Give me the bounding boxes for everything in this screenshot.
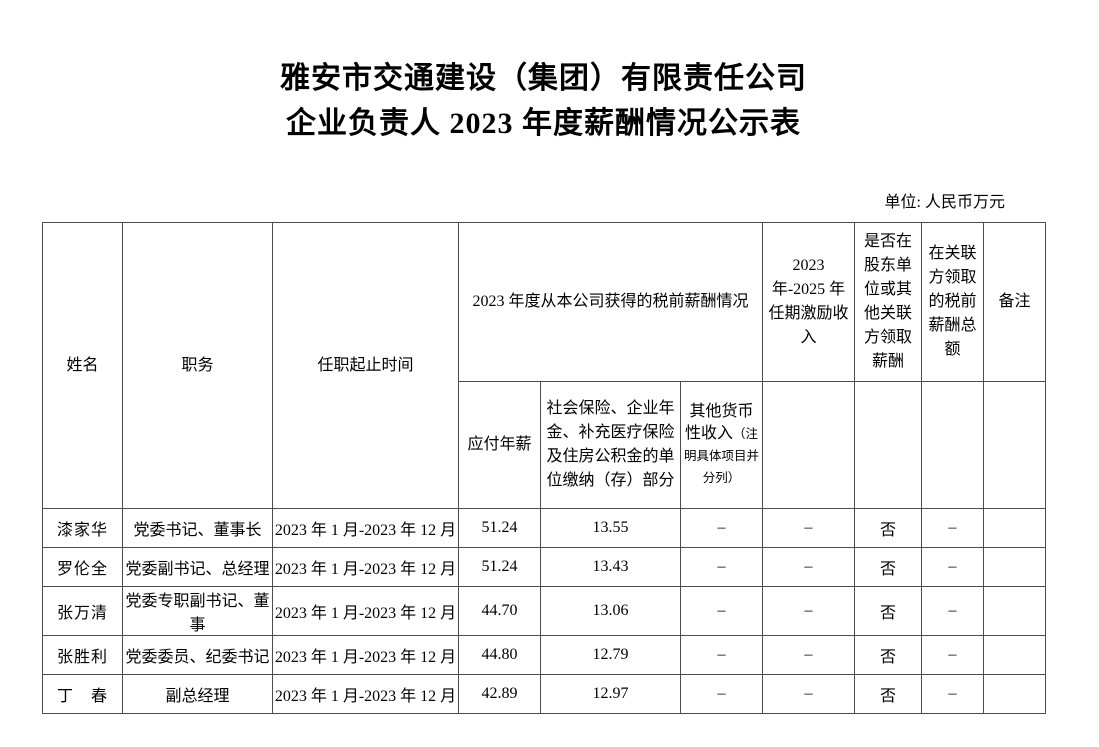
cell-insurance: 13.06	[540, 586, 681, 636]
other-income-note: （注明具体项目并分列）	[683, 427, 759, 485]
cell-remark	[983, 586, 1046, 636]
cell-name: 罗伦全	[42, 547, 123, 587]
col-header-related-flag: 是否在股东单位或其他关联方领取薪酬	[854, 222, 922, 382]
empty-subheader-related-flag	[854, 381, 922, 509]
col-header-name: 姓名	[42, 222, 123, 509]
cell-related-flag: 否	[854, 635, 922, 675]
col-header-salary-group: 2023 年度从本公司获得的税前薪酬情况	[458, 222, 763, 382]
cell-other-income: –	[680, 508, 763, 548]
cell-term: 2023 年 1 月-2023 年 12 月	[272, 508, 459, 548]
cell-related-total: –	[921, 586, 984, 636]
col-header-term: 任职起止时间	[272, 222, 459, 509]
cell-name: 漆家华	[42, 508, 123, 548]
cell-position: 党委委员、纪委书记	[122, 635, 273, 675]
empty-subheader-incentive	[762, 381, 855, 509]
cell-remark	[983, 547, 1046, 587]
cell-incentive: –	[762, 586, 855, 636]
cell-related-flag: 否	[854, 674, 922, 714]
cell-related-flag: 否	[854, 508, 922, 548]
cell-related-total: –	[921, 547, 984, 587]
title-line-1: 雅安市交通建设（集团）有限责任公司	[280, 62, 807, 95]
unit-label: 单位: 人民币万元	[884, 194, 1005, 211]
other-income-label: 其他货币性收入	[684, 403, 754, 442]
cell-insurance: 13.43	[540, 547, 681, 587]
cell-annual-salary: 44.70	[458, 586, 541, 636]
cell-related-flag: 否	[854, 586, 922, 636]
cell-related-flag: 否	[854, 547, 922, 587]
cell-related-total: –	[921, 508, 984, 548]
cell-remark	[983, 508, 1046, 548]
col-header-incentive: 2023 年-2025 年任期激励收入	[762, 222, 855, 382]
table-row: 张胜利 党委委员、纪委书记 2023 年 1 月-2023 年 12 月 44.…	[42, 635, 1046, 675]
col-header-related-total: 在关联方领取的税前薪酬总额	[921, 222, 984, 382]
cell-annual-salary: 51.24	[458, 508, 541, 548]
cell-position: 党委专职副书记、董事	[122, 586, 273, 636]
salary-disclosure-table: 姓名 职务 任职起止时间 2023 年度从本公司获得的税前薪酬情况 2023 年…	[42, 222, 1046, 714]
col-header-other-income: 其他货币性收入（注明具体项目并分列）	[680, 381, 763, 509]
cell-name: 张胜利	[42, 635, 123, 675]
table-row: 罗伦全 党委副书记、总经理 2023 年 1 月-2023 年 12 月 51.…	[42, 547, 1046, 587]
table-row: 漆家华 党委书记、董事长 2023 年 1 月-2023 年 12 月 51.2…	[42, 508, 1046, 548]
cell-other-income: –	[680, 635, 763, 675]
col-header-annual-salary: 应付年薪	[458, 381, 541, 509]
cell-name: 丁 春	[42, 674, 123, 714]
cell-other-income: –	[680, 586, 763, 636]
cell-incentive: –	[762, 674, 855, 714]
col-header-remarks: 备注	[983, 222, 1046, 382]
title-line-2: 企业负责人 2023 年度薪酬情况公示表	[286, 107, 801, 140]
cell-term: 2023 年 1 月-2023 年 12 月	[272, 547, 459, 587]
cell-remark	[983, 635, 1046, 675]
col-header-insurance: 社会保险、企业年金、补充医疗保险及住房公积金的单位缴纳（存）部分	[540, 381, 681, 509]
empty-subheader-remarks	[983, 381, 1046, 509]
cell-name: 张万清	[42, 586, 123, 636]
cell-other-income: –	[680, 674, 763, 714]
cell-other-income: –	[680, 547, 763, 587]
document-title: 雅安市交通建设（集团）有限责任公司 企业负责人 2023 年度薪酬情况公示表	[42, 0, 1045, 146]
cell-incentive: –	[762, 508, 855, 548]
cell-term: 2023 年 1 月-2023 年 12 月	[272, 674, 459, 714]
cell-insurance: 13.55	[540, 508, 681, 548]
cell-position: 副总经理	[122, 674, 273, 714]
cell-annual-salary: 44.80	[458, 635, 541, 675]
cell-annual-salary: 51.24	[458, 547, 541, 587]
cell-related-total: –	[921, 674, 984, 714]
cell-incentive: –	[762, 635, 855, 675]
cell-incentive: –	[762, 547, 855, 587]
cell-remark	[983, 674, 1046, 714]
cell-insurance: 12.97	[540, 674, 681, 714]
empty-subheader-related-total	[921, 381, 984, 509]
cell-term: 2023 年 1 月-2023 年 12 月	[272, 586, 459, 636]
cell-annual-salary: 42.89	[458, 674, 541, 714]
cell-insurance: 12.79	[540, 635, 681, 675]
col-header-position: 职务	[122, 222, 273, 509]
cell-related-total: –	[921, 635, 984, 675]
cell-term: 2023 年 1 月-2023 年 12 月	[272, 635, 459, 675]
table-row: 丁 春 副总经理 2023 年 1 月-2023 年 12 月 42.89 12…	[42, 674, 1046, 714]
table-row: 张万清 党委专职副书记、董事 2023 年 1 月-2023 年 12 月 44…	[42, 586, 1046, 636]
cell-position: 党委副书记、总经理	[122, 547, 273, 587]
cell-position: 党委书记、董事长	[122, 508, 273, 548]
